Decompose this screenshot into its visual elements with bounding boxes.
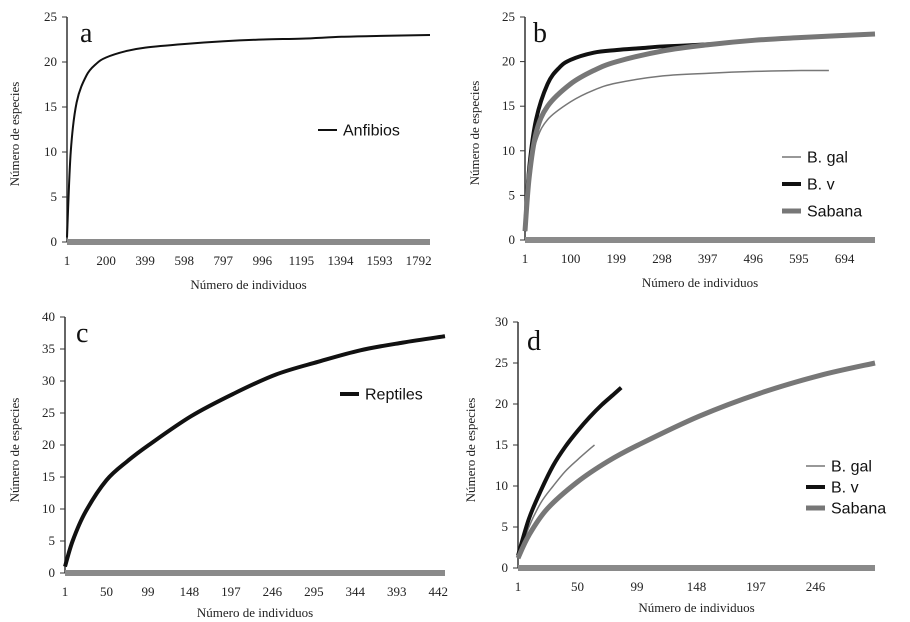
x-tick-label: 393 <box>387 584 407 599</box>
panel-letter: c <box>76 318 88 349</box>
legend-label: Sabana <box>831 501 886 518</box>
x-tick-label: 99 <box>631 579 644 594</box>
y-tick-label: 25 <box>42 405 55 420</box>
legend: B. gal B. v Sabana <box>782 150 862 221</box>
x-tick-label: 1 <box>522 251 529 266</box>
y-tick-label: 0 <box>502 560 509 575</box>
x-tick-label: 1792 <box>406 253 432 268</box>
legend: Reptiles <box>340 387 423 404</box>
y-tick-label: 5 <box>502 519 509 534</box>
x-tick-label: 200 <box>96 253 116 268</box>
y-tick-label: 35 <box>42 341 55 356</box>
x-axis-label: Número de individuos <box>190 277 306 292</box>
y-tick-label: 10 <box>495 478 508 493</box>
y-tick-label: 30 <box>42 373 55 388</box>
legend-label: B. gal <box>831 459 872 476</box>
x-tick-label: 598 <box>174 253 194 268</box>
legend: B. gal B. v Sabana <box>806 459 886 518</box>
y-tick-label: 25 <box>44 9 57 24</box>
x-tick-label: 1394 <box>327 253 354 268</box>
y-tick-label: 20 <box>42 437 55 452</box>
x-tick-label: 298 <box>652 251 672 266</box>
series-line-1 <box>63 334 446 568</box>
y-tick-label: 5 <box>49 533 56 548</box>
y-tick-label: 15 <box>502 98 515 113</box>
x-tick-label: 199 <box>607 251 627 266</box>
y-tick-label: 20 <box>502 54 515 69</box>
x-axis-label: Número de individuos <box>197 605 313 620</box>
x-tick-label: 996 <box>253 253 273 268</box>
x-tick-label: 148 <box>687 579 707 594</box>
x-tick-label: 399 <box>135 253 155 268</box>
x-tick-label: 197 <box>746 579 766 594</box>
y-tick-label: 15 <box>44 99 57 114</box>
x-tick-label: 100 <box>561 251 581 266</box>
y-tick-label: 25 <box>495 355 508 370</box>
x-tick-label: 295 <box>304 584 324 599</box>
y-tick-label: 5 <box>51 189 58 204</box>
legend-label: Reptiles <box>365 387 423 404</box>
panel-a: 0 5 10 15 20 25 1 200 399 598 797 996 1195 1394 1593 17… <box>7 9 432 292</box>
x-axis-label: Número de individuos <box>638 600 754 615</box>
x-tick-label: 246 <box>806 579 826 594</box>
series-line-3 <box>522 31 876 232</box>
panel-letter: d <box>527 326 541 357</box>
x-tick-label: 595 <box>789 251 809 266</box>
y-tick-label: 10 <box>502 143 515 158</box>
x-tick-label: 694 <box>835 251 855 266</box>
x-tick-label: 1593 <box>367 253 393 268</box>
x-tick-label: 50 <box>571 579 584 594</box>
x-tick-label: 246 <box>263 584 283 599</box>
panel-d: 0 5 10 15 20 25 30 1 50 99 148 197 246 Número de indi… <box>463 314 886 615</box>
y-tick-label: 20 <box>44 54 57 69</box>
y-axis-label: Número de especies <box>7 398 22 503</box>
x-tick-label: 148 <box>180 584 200 599</box>
y-tick-label: 20 <box>495 396 508 411</box>
panel-c: 0 5 10 15 20 25 30 35 40 1 50 99 148 197 246 295 344 393 4… <box>7 309 448 620</box>
panel-b: 0 5 10 15 20 25 1 100 199 298 397 496 595 694 Número d… <box>467 9 876 290</box>
y-tick-label: 0 <box>49 565 56 580</box>
y-tick-label: 0 <box>51 234 58 249</box>
panel-letter: b <box>533 18 547 49</box>
legend-label: Anfibios <box>343 123 400 140</box>
x-tick-label: 99 <box>141 584 154 599</box>
y-tick-label: 10 <box>42 501 55 516</box>
y-axis-label: Número de especies <box>7 82 22 187</box>
legend-label: B. v <box>831 480 859 497</box>
x-tick-label: 397 <box>698 251 718 266</box>
y-tick-label: 30 <box>495 314 508 329</box>
series-line-2 <box>516 386 623 557</box>
y-tick-label: 25 <box>502 9 515 24</box>
series-line-1 <box>66 34 431 238</box>
legend-label: B. v <box>807 177 835 194</box>
y-tick-label: 10 <box>44 144 57 159</box>
series-line-3 <box>515 360 876 560</box>
legend-label: B. gal <box>807 150 848 167</box>
x-tick-label: 344 <box>346 584 366 599</box>
y-tick-label: 15 <box>42 469 55 484</box>
x-tick-label: 797 <box>214 253 234 268</box>
x-tick-label: 197 <box>221 584 241 599</box>
x-tick-label: 496 <box>744 251 764 266</box>
panel-letter: a <box>80 18 93 49</box>
x-axis-label: Número de individuos <box>642 275 758 290</box>
series-line-1 <box>524 69 829 232</box>
x-tick-label: 1 <box>515 579 522 594</box>
x-tick-label: 442 <box>428 584 448 599</box>
x-tick-label: 1 <box>62 584 69 599</box>
series-line-1 <box>517 444 595 559</box>
x-tick-label: 50 <box>100 584 113 599</box>
y-tick-label: 5 <box>509 187 516 202</box>
x-tick-label: 1 <box>64 253 71 268</box>
series-line-2 <box>523 41 719 232</box>
y-tick-label: 40 <box>42 309 55 324</box>
y-axis-label: Número de especies <box>463 398 478 503</box>
legend-label: Sabana <box>807 204 862 221</box>
y-axis-label: Número de especies <box>467 81 482 186</box>
y-tick-label: 0 <box>509 232 516 247</box>
legend: Anfibios <box>318 123 400 140</box>
x-tick-label: 1195 <box>289 253 315 268</box>
y-tick-label: 15 <box>495 437 508 452</box>
